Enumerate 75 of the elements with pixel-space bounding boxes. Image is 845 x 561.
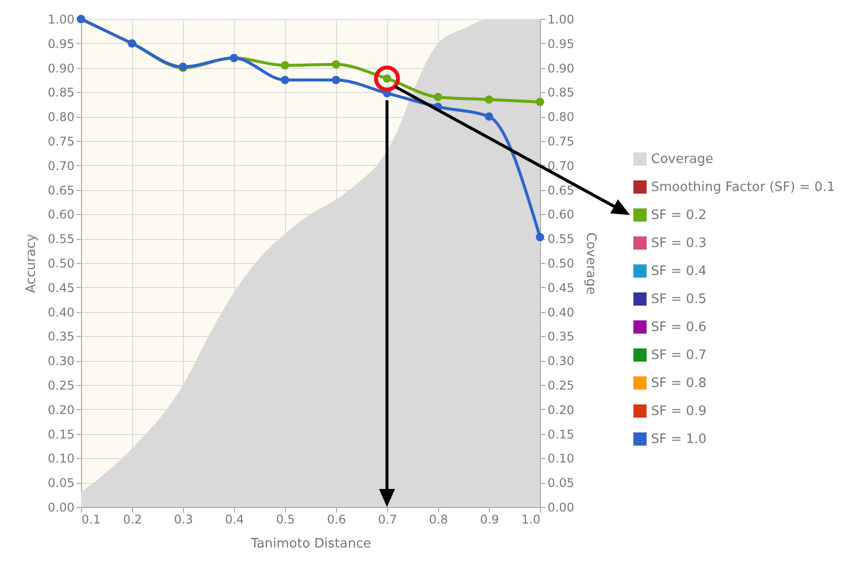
y2-tick-label: 0.35 [548, 330, 574, 344]
legend-label: SF = 0.3 [651, 236, 707, 251]
y-tick-label: 0.95 [48, 36, 74, 51]
y2-axis-title: Coverage [583, 232, 598, 295]
y-tick-label: 0.30 [48, 354, 74, 368]
legend-label: Coverage [651, 152, 714, 167]
y2-tick-label: 0.85 [548, 86, 574, 100]
y-tick-label: 0.20 [48, 402, 74, 417]
y2-tick-label: 0.65 [548, 183, 574, 198]
point [536, 98, 544, 106]
legend-label: SF = 0.6 [651, 320, 707, 335]
y2-tick-label: 0.20 [548, 402, 574, 417]
y-tick-label: 0.85 [48, 86, 74, 100]
y2-tick-label: 0.05 [548, 476, 574, 490]
x-tick-label: 1.0 [521, 512, 540, 526]
legend-label: SF = 0.4 [651, 264, 707, 279]
x-tick-label: 0.8 [428, 512, 448, 526]
y-tick-label: 0.70 [48, 158, 74, 173]
y2-tick-label: 1.00 [548, 12, 574, 26]
legend-label: SF = 0.7 [651, 348, 707, 363]
y-tick-label: 0.00 [48, 500, 74, 514]
y-tick-label: 0.10 [48, 452, 74, 466]
point [434, 92, 442, 102]
x-tick-label: 0.3 [174, 512, 194, 526]
point [280, 76, 290, 84]
y-tick-label: 0.45 [48, 280, 74, 295]
y2-tick-label: 0.80 [548, 110, 574, 124]
y-tick-label: 0.05 [48, 476, 74, 490]
y-axis-title: Accuracy [24, 234, 39, 294]
point [484, 112, 494, 121]
x-tick-label: 0.7 [378, 512, 398, 526]
y2-tick-label: 0.00 [548, 500, 574, 514]
y2-tick-label: 0.45 [548, 280, 574, 295]
x-tick-label: 0.2 [122, 512, 142, 526]
legend-label: SF = 1.0 [651, 432, 707, 447]
legend-label: Smoothing Factor (SF) = 0.1 [651, 180, 836, 195]
y2-tick-label: 0.50 [548, 256, 574, 270]
y2-tick-label: 0.10 [548, 452, 574, 466]
x-tick-label: 0.5 [276, 512, 296, 526]
point [280, 61, 290, 70]
y-tick-label: 0.55 [48, 232, 74, 246]
legend-label: SF = 0.8 [651, 376, 707, 391]
y-tick-label: 0.35 [48, 330, 74, 344]
x-tick-label: 0.6 [326, 512, 346, 526]
y-tick-label: 0.80 [48, 110, 74, 124]
x-tick-label: 0.4 [224, 512, 244, 526]
y2-tick-label: 0.60 [548, 208, 574, 222]
y2-tick-label: 0.55 [548, 232, 574, 246]
y2-tick-label: 0.95 [548, 36, 574, 51]
point [536, 232, 544, 242]
y-tick-label: 0.65 [48, 183, 74, 198]
y-tick-label: 0.50 [48, 256, 74, 270]
legend-label: SF = 0.2 [651, 208, 707, 223]
y2-tick-label: 0.70 [548, 158, 574, 173]
y-tick-label: 0.90 [48, 61, 74, 76]
y-tick-label: 0.25 [48, 378, 74, 392]
y2-tick-label: 0.90 [548, 61, 574, 76]
point [484, 95, 494, 104]
y2-tick-label: 0.25 [548, 378, 574, 392]
y-tick-label: 1.00 [48, 12, 74, 26]
point [332, 76, 340, 84]
x-axis-title: Tanimoto Distance [250, 536, 372, 552]
point [332, 60, 340, 69]
y2-tick-label: 0.15 [548, 427, 574, 442]
legend-label: SF = 0.5 [651, 292, 707, 307]
y-tick-label: 0.60 [48, 208, 74, 222]
x-tick-label: 0.1 [82, 512, 101, 526]
y2-tick-label: 0.30 [548, 354, 574, 368]
y-tick-label: 0.75 [48, 134, 74, 148]
y2-tick-label: 0.75 [548, 134, 574, 148]
x-tick-label: 0.9 [480, 512, 500, 526]
y-tick-label: 0.40 [48, 305, 74, 320]
legend-label: SF = 0.9 [651, 404, 707, 419]
y-tick-label: 0.15 [48, 427, 74, 442]
y2-tick-label: 0.40 [548, 305, 574, 320]
